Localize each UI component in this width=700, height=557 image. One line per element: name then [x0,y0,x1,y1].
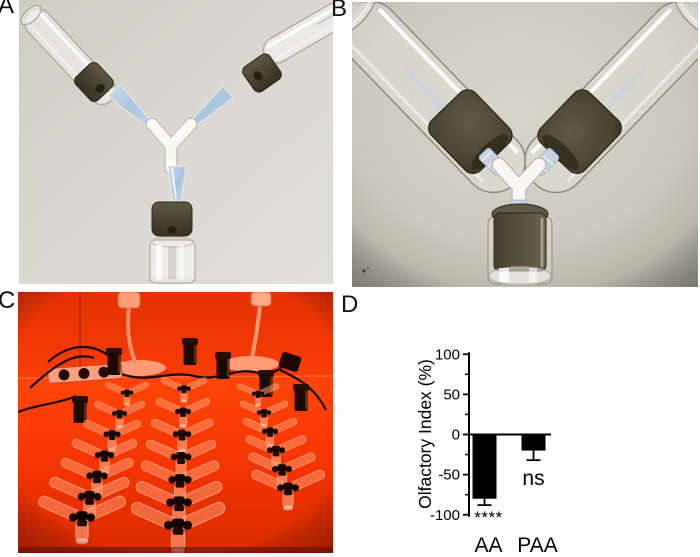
y-connector [145,117,198,175]
foam-plug-left [74,62,114,102]
vignette [18,292,333,553]
category-label-PAA: PAA [517,534,557,557]
y-axis-title: Olfactory Index (%) [415,359,435,509]
panel-a-photo [19,0,333,284]
category-label-AA: AA [474,534,502,557]
panel-b-photo [352,2,698,287]
panel-b-label: B [331,0,348,22]
significance-AA: **** [474,508,502,527]
y-tick-label: 50 [443,386,460,403]
vignette [352,2,698,287]
panel-c-photo [18,292,333,553]
panel-d-label: D [341,291,359,318]
y-tick-label: 0 [452,427,460,444]
panel-c-label: C [0,287,16,314]
glass-vial [147,236,197,284]
olfactory-index-chart: Olfactory Index (%)100 50 0 -50 -100 **** AA ns… [415,346,558,557]
foam-plug-bottom [151,201,193,237]
y-tick-label: 100 [435,346,460,363]
bar-AA [472,434,497,499]
dust-speck [362,267,369,273]
bar-PAA [521,434,546,451]
photo-bottom-shadow [18,547,333,553]
y-tick-label: -50 [438,467,460,484]
panel-a-label: A [0,0,15,19]
significance-PAA: ns [522,467,544,490]
panel-d-chart: Olfactory Index (%) 100 50 0 -50 -100 **** AA ns… [400,330,580,557]
foam-plug-right [242,53,282,93]
y-tick-label: -100 [430,507,460,524]
